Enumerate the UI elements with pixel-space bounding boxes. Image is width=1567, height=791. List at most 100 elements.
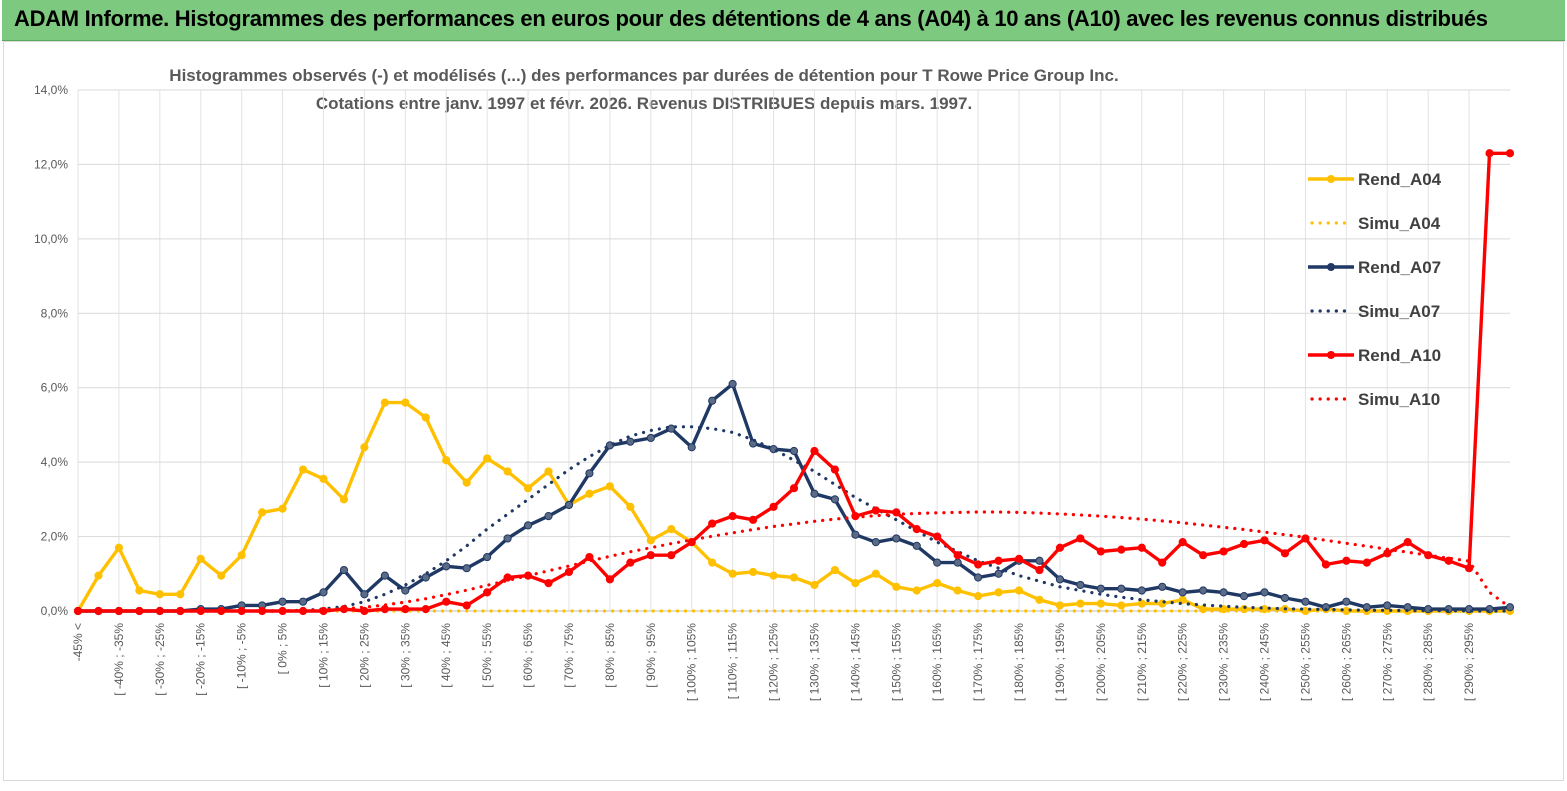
x-tick-label: [ 150% ; 155% <box>889 623 903 701</box>
data-point <box>1178 588 1187 597</box>
data-point <box>135 586 144 595</box>
data-point <box>851 578 860 588</box>
series-rend-a10 <box>73 149 1515 616</box>
data-point <box>1280 593 1290 603</box>
series-simu-a10 <box>76 510 1512 613</box>
data-point <box>1137 586 1146 595</box>
banner-title: ADAM Informe. Histogrammes des performan… <box>14 6 1488 31</box>
data-point <box>830 465 840 474</box>
data-point <box>810 446 819 456</box>
x-tick-label: [ 130% ; 135% <box>807 623 821 701</box>
data-point <box>1137 543 1146 552</box>
data-point <box>728 512 737 521</box>
x-tick-label: [ 70% ; 75% <box>562 623 576 688</box>
data-point <box>1219 547 1228 556</box>
data-point <box>708 396 717 405</box>
data-point <box>1505 603 1515 612</box>
x-tick-label: [ 230% ; 235% <box>1217 623 1231 701</box>
y-tick-label: 4,0% <box>41 455 69 469</box>
legend-item-rend-a07: Rend_A07 <box>1308 258 1441 277</box>
data-point <box>176 590 185 599</box>
data-point <box>933 558 942 567</box>
data-point <box>114 543 124 552</box>
data-point <box>708 558 717 567</box>
data-point <box>953 586 962 595</box>
data-point <box>1096 599 1105 608</box>
x-tick-label: [ 170% ; 175% <box>971 623 985 701</box>
x-tick-label: [ 30% ; 35% <box>398 623 412 688</box>
data-point <box>974 560 983 569</box>
chart-title-line1: Histogrammes observés (-) et modélisés (… <box>169 66 1118 85</box>
x-tick-label: [ 120% ; 125% <box>767 623 781 701</box>
data-point <box>585 489 594 498</box>
x-tick-label: [ 210% ; 215% <box>1135 623 1149 701</box>
data-point <box>483 552 492 562</box>
x-tick-label: [ 190% ; 195% <box>1053 623 1067 701</box>
data-point <box>1383 601 1392 610</box>
data-point <box>503 534 512 543</box>
data-point <box>871 569 880 578</box>
legend: Rend_A04 Simu_A04 Rend_A07 Simu_A07 Rend_A10… <box>1308 170 1442 409</box>
data-point <box>1055 575 1065 584</box>
data-point <box>789 573 799 582</box>
y-tick-label: 8,0% <box>41 306 69 320</box>
data-point <box>769 502 778 511</box>
data-point <box>748 567 758 577</box>
data-point <box>667 525 676 534</box>
data-point <box>421 573 430 582</box>
x-tick-label: [ 240% ; 245% <box>1258 623 1272 701</box>
data-point <box>1301 597 1310 606</box>
data-point <box>1239 592 1249 601</box>
legend-label: Rend_A04 <box>1358 170 1442 189</box>
x-tick-label: [ 140% ; 145% <box>848 623 862 701</box>
data-point <box>1014 586 1024 595</box>
data-point <box>360 590 369 599</box>
data-point <box>523 521 533 530</box>
x-axis: -45% < [ -40% ; -35% [ -30% ; -25% [ -20% ;… <box>71 610 1510 701</box>
data-point <box>687 443 696 452</box>
gridlines <box>77 89 1510 612</box>
data-point <box>892 534 901 543</box>
data-point <box>810 580 819 590</box>
y-tick-label: 12,0% <box>34 157 68 171</box>
data-point <box>1199 551 1208 560</box>
data-point <box>360 443 369 452</box>
data-point <box>646 536 655 545</box>
data-point <box>789 484 799 493</box>
data-point <box>667 424 676 433</box>
data-point <box>994 588 1003 597</box>
data-point <box>1505 149 1515 158</box>
data-point <box>646 433 655 443</box>
x-tick-label: [ 0% ; 5% <box>276 623 290 675</box>
data-point <box>339 495 349 504</box>
x-tick-label: [ 180% ; 185% <box>1012 623 1026 701</box>
data-point <box>462 601 471 610</box>
data-point <box>339 565 349 575</box>
x-tick-label: [ 160% ; 165% <box>930 623 944 701</box>
data-point <box>503 573 512 582</box>
data-point <box>1076 534 1085 543</box>
data-point <box>1076 580 1085 590</box>
data-point <box>626 558 635 567</box>
data-point <box>646 551 655 560</box>
legend-item-simu-a04: Simu_A04 <box>1310 214 1441 233</box>
data-point <box>851 530 860 539</box>
data-point <box>442 456 451 465</box>
x-tick-label: [ -10% ; -5% <box>235 623 249 689</box>
series-rend-a04 <box>73 398 1515 616</box>
x-tick-label: [ 220% ; 225% <box>1176 623 1190 701</box>
x-tick-label: [ 50% ; 55% <box>480 623 494 688</box>
data-point <box>319 588 328 597</box>
data-point <box>1035 595 1044 604</box>
data-point <box>217 571 226 580</box>
data-point <box>401 398 410 407</box>
data-point <box>523 484 533 493</box>
data-point <box>912 525 921 534</box>
x-tick-label: [ 250% ; 255% <box>1298 623 1312 701</box>
data-point <box>1055 543 1065 552</box>
data-point <box>503 467 512 476</box>
data-point <box>94 571 103 580</box>
data-point <box>298 597 308 606</box>
data-point <box>1096 547 1105 556</box>
data-point <box>1158 558 1167 567</box>
